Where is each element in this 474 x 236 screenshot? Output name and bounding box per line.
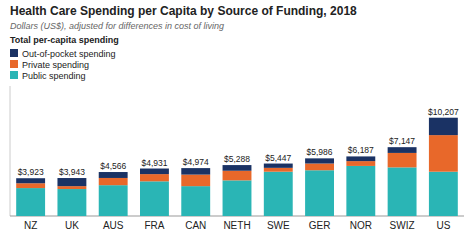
bar-segment xyxy=(305,164,334,171)
bar-segment xyxy=(346,166,375,216)
bar-segment xyxy=(305,158,334,163)
x-tick-label: NOR xyxy=(350,220,372,231)
bar-segment xyxy=(388,147,417,153)
bar-segment xyxy=(57,189,86,216)
bar-segment xyxy=(264,164,293,168)
x-tick-label: NETH xyxy=(223,220,250,231)
legend-title: Total per-capita spending xyxy=(10,35,119,45)
bar-segment xyxy=(57,178,86,186)
bar-segment xyxy=(223,165,252,171)
x-tick-label: GER xyxy=(309,220,331,231)
x-tick-label: US xyxy=(436,220,450,231)
bar-segment xyxy=(16,188,45,216)
y-axis-line xyxy=(10,86,11,216)
bar-segment xyxy=(140,169,169,175)
x-tick-label: SWE xyxy=(267,220,290,231)
bar-segment xyxy=(140,181,169,216)
bar-segment xyxy=(305,170,334,216)
bar-segment xyxy=(429,172,458,216)
data-label: $5,288 xyxy=(224,154,250,164)
bar-segment xyxy=(388,153,417,167)
chart: Health Care Spending per Capita by Sourc… xyxy=(0,0,474,236)
data-label: $7,147 xyxy=(389,136,415,146)
bar-segment xyxy=(140,174,169,181)
bar-segment xyxy=(223,171,252,181)
bar-segment xyxy=(99,178,128,185)
bars xyxy=(16,118,458,216)
bar-segment xyxy=(346,156,375,161)
bar-segment xyxy=(264,172,293,216)
x-tick-label: CAN xyxy=(185,220,206,231)
bar-segment xyxy=(181,186,210,216)
data-label: $4,931 xyxy=(141,158,167,168)
x-tick-label: UK xyxy=(65,220,79,231)
legend-swatch xyxy=(10,60,18,68)
x-axis: NZ UK AUS FRA CAN NETH SWE GER NOR SWIZ US xyxy=(24,220,451,231)
legend-label: Private spending xyxy=(22,60,89,70)
bar-segment xyxy=(99,172,128,178)
bar-segment xyxy=(57,186,86,189)
data-label: $4,974 xyxy=(183,157,209,167)
bar-segment xyxy=(388,167,417,216)
total-labels: $3,923 $3,943 $4,566 $4,931 $4,974 $5,288 $5,4… xyxy=(18,107,459,178)
bar-segment xyxy=(16,178,45,183)
x-tick-label: NZ xyxy=(24,220,37,231)
data-label: $3,923 xyxy=(18,167,44,177)
bar-segment xyxy=(16,183,45,188)
bar-segment xyxy=(429,118,458,135)
x-tick-label: AUS xyxy=(103,220,124,231)
title: Health Care Spending per Capita by Sourc… xyxy=(10,4,357,18)
data-label: $5,986 xyxy=(307,147,333,157)
data-label: $5,447 xyxy=(265,153,291,163)
bar-segment xyxy=(346,161,375,166)
bar-segment xyxy=(264,168,293,172)
data-label: $10,207 xyxy=(428,107,459,117)
bar-segment xyxy=(99,185,128,216)
legend-label: Out-of-pocket spending xyxy=(22,49,116,59)
chart-container: Health Care Spending per Capita by Sourc… xyxy=(0,0,474,236)
legend-swatch xyxy=(10,49,18,57)
bar-segment xyxy=(181,168,210,174)
data-label: $6,187 xyxy=(348,145,374,155)
bar-segment xyxy=(181,175,210,187)
bar-segment xyxy=(429,135,458,172)
legend-swatch xyxy=(10,71,18,79)
data-label: $3,943 xyxy=(59,167,85,177)
legend-label: Public spending xyxy=(22,71,86,81)
bar-segment xyxy=(223,180,252,216)
subtitle: Dollars (US$), adjusted for differences … xyxy=(10,21,224,31)
x-tick-label: FRA xyxy=(144,220,164,231)
legend: Total per-capita spending Out-of-pocket s… xyxy=(10,35,119,81)
data-label: $4,566 xyxy=(100,161,126,171)
x-tick-label: SWIZ xyxy=(390,220,415,231)
